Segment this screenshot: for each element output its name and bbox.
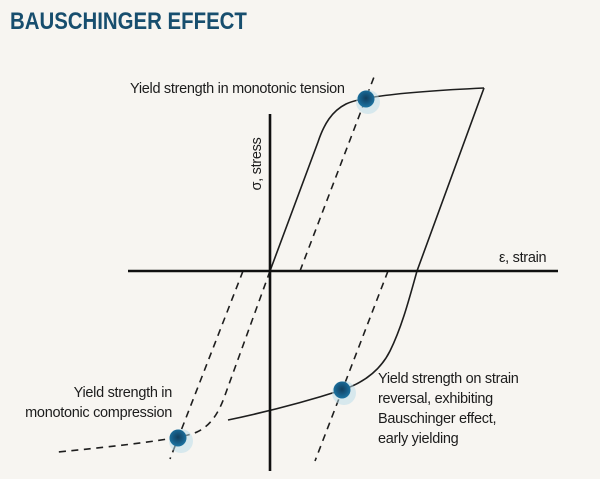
annotation-tension: Yield strength in monotonic tension (130, 81, 345, 97)
tension-offset-dashed-line (299, 76, 375, 272)
page-title: BAUSCHINGER EFFECT (10, 8, 247, 35)
compression-yield-marker (169, 429, 187, 447)
annotation-reversal: Yield strength on strain reversal, exhib… (378, 371, 519, 447)
y-axis-label: σ, stress (249, 137, 265, 191)
unloading-reversal-curve (227, 87, 485, 421)
reversal-offset-dashed-line (314, 270, 389, 462)
tension-loading-curve (269, 87, 485, 272)
reversal-yield-marker (333, 381, 351, 399)
annotation-compression: Yield strength in monotonic compression (25, 385, 172, 421)
compression-offset-dashed-line (169, 270, 244, 460)
x-axis-label: ε, strain (499, 250, 547, 266)
tension-yield-marker (357, 90, 375, 108)
monotonic-compression-dashed-curve (57, 270, 271, 453)
